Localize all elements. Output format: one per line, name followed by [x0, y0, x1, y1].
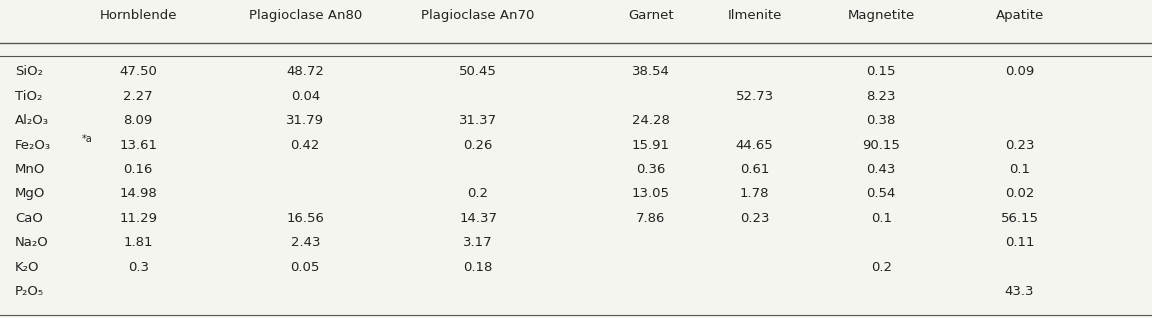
Text: 24.28: 24.28 — [632, 114, 669, 127]
Text: 0.3: 0.3 — [128, 261, 149, 274]
Text: Al₂O₃: Al₂O₃ — [15, 114, 50, 127]
Text: 0.2: 0.2 — [468, 188, 488, 200]
Text: MgO: MgO — [15, 188, 45, 200]
Text: 0.02: 0.02 — [1005, 188, 1034, 200]
Text: 52.73: 52.73 — [735, 90, 774, 102]
Text: 3.17: 3.17 — [463, 237, 493, 249]
Text: 0.23: 0.23 — [740, 212, 770, 225]
Text: 13.05: 13.05 — [632, 188, 669, 200]
Text: Plagioclase An80: Plagioclase An80 — [249, 9, 362, 22]
Text: *a: *a — [82, 134, 92, 144]
Text: Plagioclase An70: Plagioclase An70 — [422, 9, 535, 22]
Text: 0.16: 0.16 — [123, 163, 153, 176]
Text: Fe₂O₃: Fe₂O₃ — [15, 139, 51, 151]
Text: 50.45: 50.45 — [460, 65, 497, 78]
Text: 0.23: 0.23 — [1005, 139, 1034, 151]
Text: 2.27: 2.27 — [123, 90, 153, 102]
Text: 0.54: 0.54 — [866, 188, 896, 200]
Text: 15.91: 15.91 — [632, 139, 669, 151]
Text: 0.36: 0.36 — [636, 163, 666, 176]
Text: 14.37: 14.37 — [460, 212, 497, 225]
Text: Magnetite: Magnetite — [848, 9, 915, 22]
Text: CaO: CaO — [15, 212, 43, 225]
Text: 48.72: 48.72 — [287, 65, 324, 78]
Text: 31.37: 31.37 — [458, 114, 498, 127]
Text: 16.56: 16.56 — [287, 212, 324, 225]
Text: 13.61: 13.61 — [120, 139, 157, 151]
Text: 0.09: 0.09 — [1005, 65, 1034, 78]
Text: P₂O₅: P₂O₅ — [15, 286, 44, 298]
Text: 56.15: 56.15 — [1001, 212, 1038, 225]
Text: 31.79: 31.79 — [287, 114, 324, 127]
Text: Ilmenite: Ilmenite — [727, 9, 782, 22]
Text: 90.15: 90.15 — [863, 139, 900, 151]
Text: 0.04: 0.04 — [290, 90, 320, 102]
Text: 43.3: 43.3 — [1005, 286, 1034, 298]
Text: 0.61: 0.61 — [740, 163, 770, 176]
Text: 14.98: 14.98 — [120, 188, 157, 200]
Text: 7.86: 7.86 — [636, 212, 666, 225]
Text: 0.05: 0.05 — [290, 261, 320, 274]
Text: 0.2: 0.2 — [871, 261, 892, 274]
Text: Apatite: Apatite — [995, 9, 1044, 22]
Text: 0.18: 0.18 — [463, 261, 493, 274]
Text: 2.43: 2.43 — [290, 237, 320, 249]
Text: 44.65: 44.65 — [736, 139, 773, 151]
Text: 0.42: 0.42 — [290, 139, 320, 151]
Text: 11.29: 11.29 — [120, 212, 157, 225]
Text: 1.81: 1.81 — [123, 237, 153, 249]
Text: TiO₂: TiO₂ — [15, 90, 43, 102]
Text: 38.54: 38.54 — [632, 65, 669, 78]
Text: Na₂O: Na₂O — [15, 237, 48, 249]
Text: Garnet: Garnet — [628, 9, 674, 22]
Text: 0.15: 0.15 — [866, 65, 896, 78]
Text: Hornblende: Hornblende — [99, 9, 177, 22]
Text: 0.1: 0.1 — [871, 212, 892, 225]
Text: K₂O: K₂O — [15, 261, 39, 274]
Text: 0.1: 0.1 — [1009, 163, 1030, 176]
Text: 0.38: 0.38 — [866, 114, 896, 127]
Text: SiO₂: SiO₂ — [15, 65, 43, 78]
Text: 0.43: 0.43 — [866, 163, 896, 176]
Text: 0.26: 0.26 — [463, 139, 493, 151]
Text: 8.23: 8.23 — [866, 90, 896, 102]
Text: 0.11: 0.11 — [1005, 237, 1034, 249]
Text: 1.78: 1.78 — [740, 188, 770, 200]
Text: 8.09: 8.09 — [123, 114, 153, 127]
Text: MnO: MnO — [15, 163, 45, 176]
Text: 47.50: 47.50 — [120, 65, 157, 78]
